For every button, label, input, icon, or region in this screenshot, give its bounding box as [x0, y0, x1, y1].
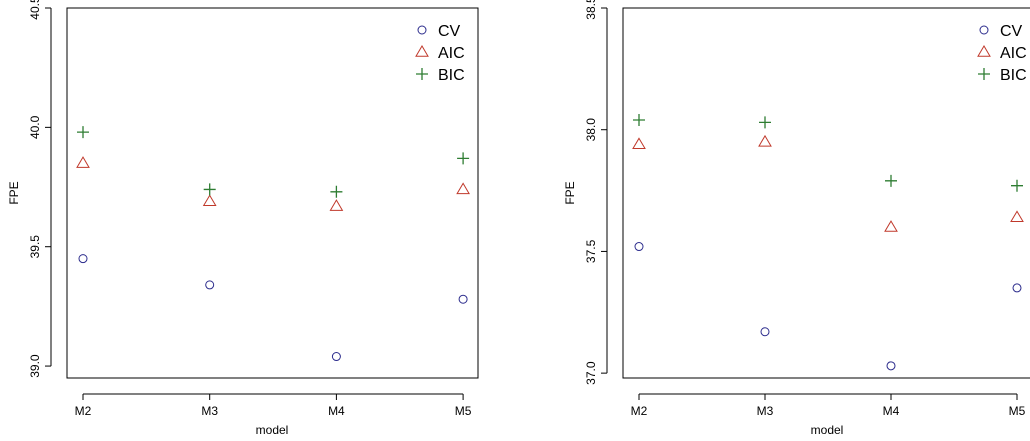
point-aic-M5 — [456, 182, 470, 195]
legend-marker-cv — [979, 25, 989, 35]
legend-label-bic: BIC — [438, 67, 465, 84]
legend-marker-aic — [415, 45, 429, 57]
point-bic-M5 — [457, 152, 470, 165]
legend: CV AIC BIC — [977, 23, 1027, 84]
point-cv-M4 — [886, 361, 896, 371]
point-bic-M5 — [1011, 179, 1023, 192]
x-tick-label: M5 — [455, 404, 472, 418]
legend-label-aic: AIC — [1000, 45, 1027, 62]
point-aic-M4 — [329, 199, 344, 211]
y-tick-label: 38.5 — [584, 0, 598, 20]
point-cv-M5 — [1012, 283, 1022, 293]
point-aic-M2 — [632, 137, 646, 150]
point-bic-M4 — [885, 174, 897, 187]
y-tick-label: 40.5 — [28, 0, 42, 20]
point-bic-M3 — [759, 116, 771, 129]
point-aic-M5 — [1010, 210, 1024, 223]
panel-2: M2 M3 M4 M5 37.0 37.5 38.0 38.5 model FPE CV AIC BIC — [563, 0, 1030, 437]
y-tick-label: 39.0 — [28, 354, 42, 378]
series-bic — [77, 126, 470, 198]
x-tick-label: M5 — [1009, 404, 1026, 418]
series-cv — [634, 242, 1022, 371]
legend-marker-aic — [977, 45, 991, 57]
x-tick-label: M3 — [757, 404, 774, 418]
x-axis-title: model — [811, 423, 844, 437]
legend-label-cv: CV — [1000, 23, 1023, 40]
point-aic-M3 — [202, 194, 217, 207]
legend-marker-cv — [417, 25, 427, 35]
legend: CV AIC BIC — [415, 23, 465, 84]
series-aic — [632, 134, 1024, 232]
point-cv-M3 — [760, 327, 770, 337]
point-bic-M2 — [633, 113, 645, 126]
legend-marker-bic — [978, 68, 990, 80]
point-cv-M2 — [634, 242, 644, 252]
point-cv-M3 — [205, 280, 215, 290]
series-bic — [633, 113, 1023, 192]
point-cv-M2 — [78, 254, 88, 264]
point-cv-M4 — [331, 352, 341, 362]
legend-label-bic: BIC — [1000, 67, 1027, 84]
panel-1: M2 M3 M4 M5 39.0 39.5 40.0 40.5 model FPE CV AIC BIC — [7, 0, 479, 437]
y-axis-title: FPE — [563, 181, 577, 204]
legend-label-aic: AIC — [438, 45, 465, 62]
point-cv-M5 — [458, 294, 468, 304]
series-cv — [78, 254, 468, 362]
y-tick-label: 37.5 — [584, 239, 598, 263]
point-aic-M2 — [76, 156, 90, 168]
x-tick-label: M2 — [631, 404, 648, 418]
y-tick-label: 38.0 — [584, 118, 598, 142]
x-tick-label: M4 — [328, 404, 345, 418]
point-bic-M4 — [330, 185, 343, 198]
x-axis-title: model — [256, 423, 289, 437]
plot-frame — [622, 7, 1030, 379]
y-axis-title: FPE — [7, 181, 21, 204]
point-bic-M3 — [203, 183, 216, 196]
legend-marker-bic — [416, 68, 428, 80]
x-tick-label: M4 — [883, 404, 900, 418]
x-tick-label: M3 — [201, 404, 218, 418]
point-bic-M2 — [77, 126, 89, 139]
y-tick-label: 37.0 — [584, 361, 598, 385]
legend-label-cv: CV — [438, 23, 461, 40]
y-tick-label: 39.5 — [28, 235, 42, 259]
y-tick-label: 40.0 — [28, 115, 42, 139]
series-aic — [76, 156, 470, 211]
plot-frame — [66, 7, 479, 379]
point-aic-M4 — [884, 220, 898, 232]
x-tick-label: M2 — [75, 404, 92, 418]
point-aic-M3 — [758, 134, 772, 147]
